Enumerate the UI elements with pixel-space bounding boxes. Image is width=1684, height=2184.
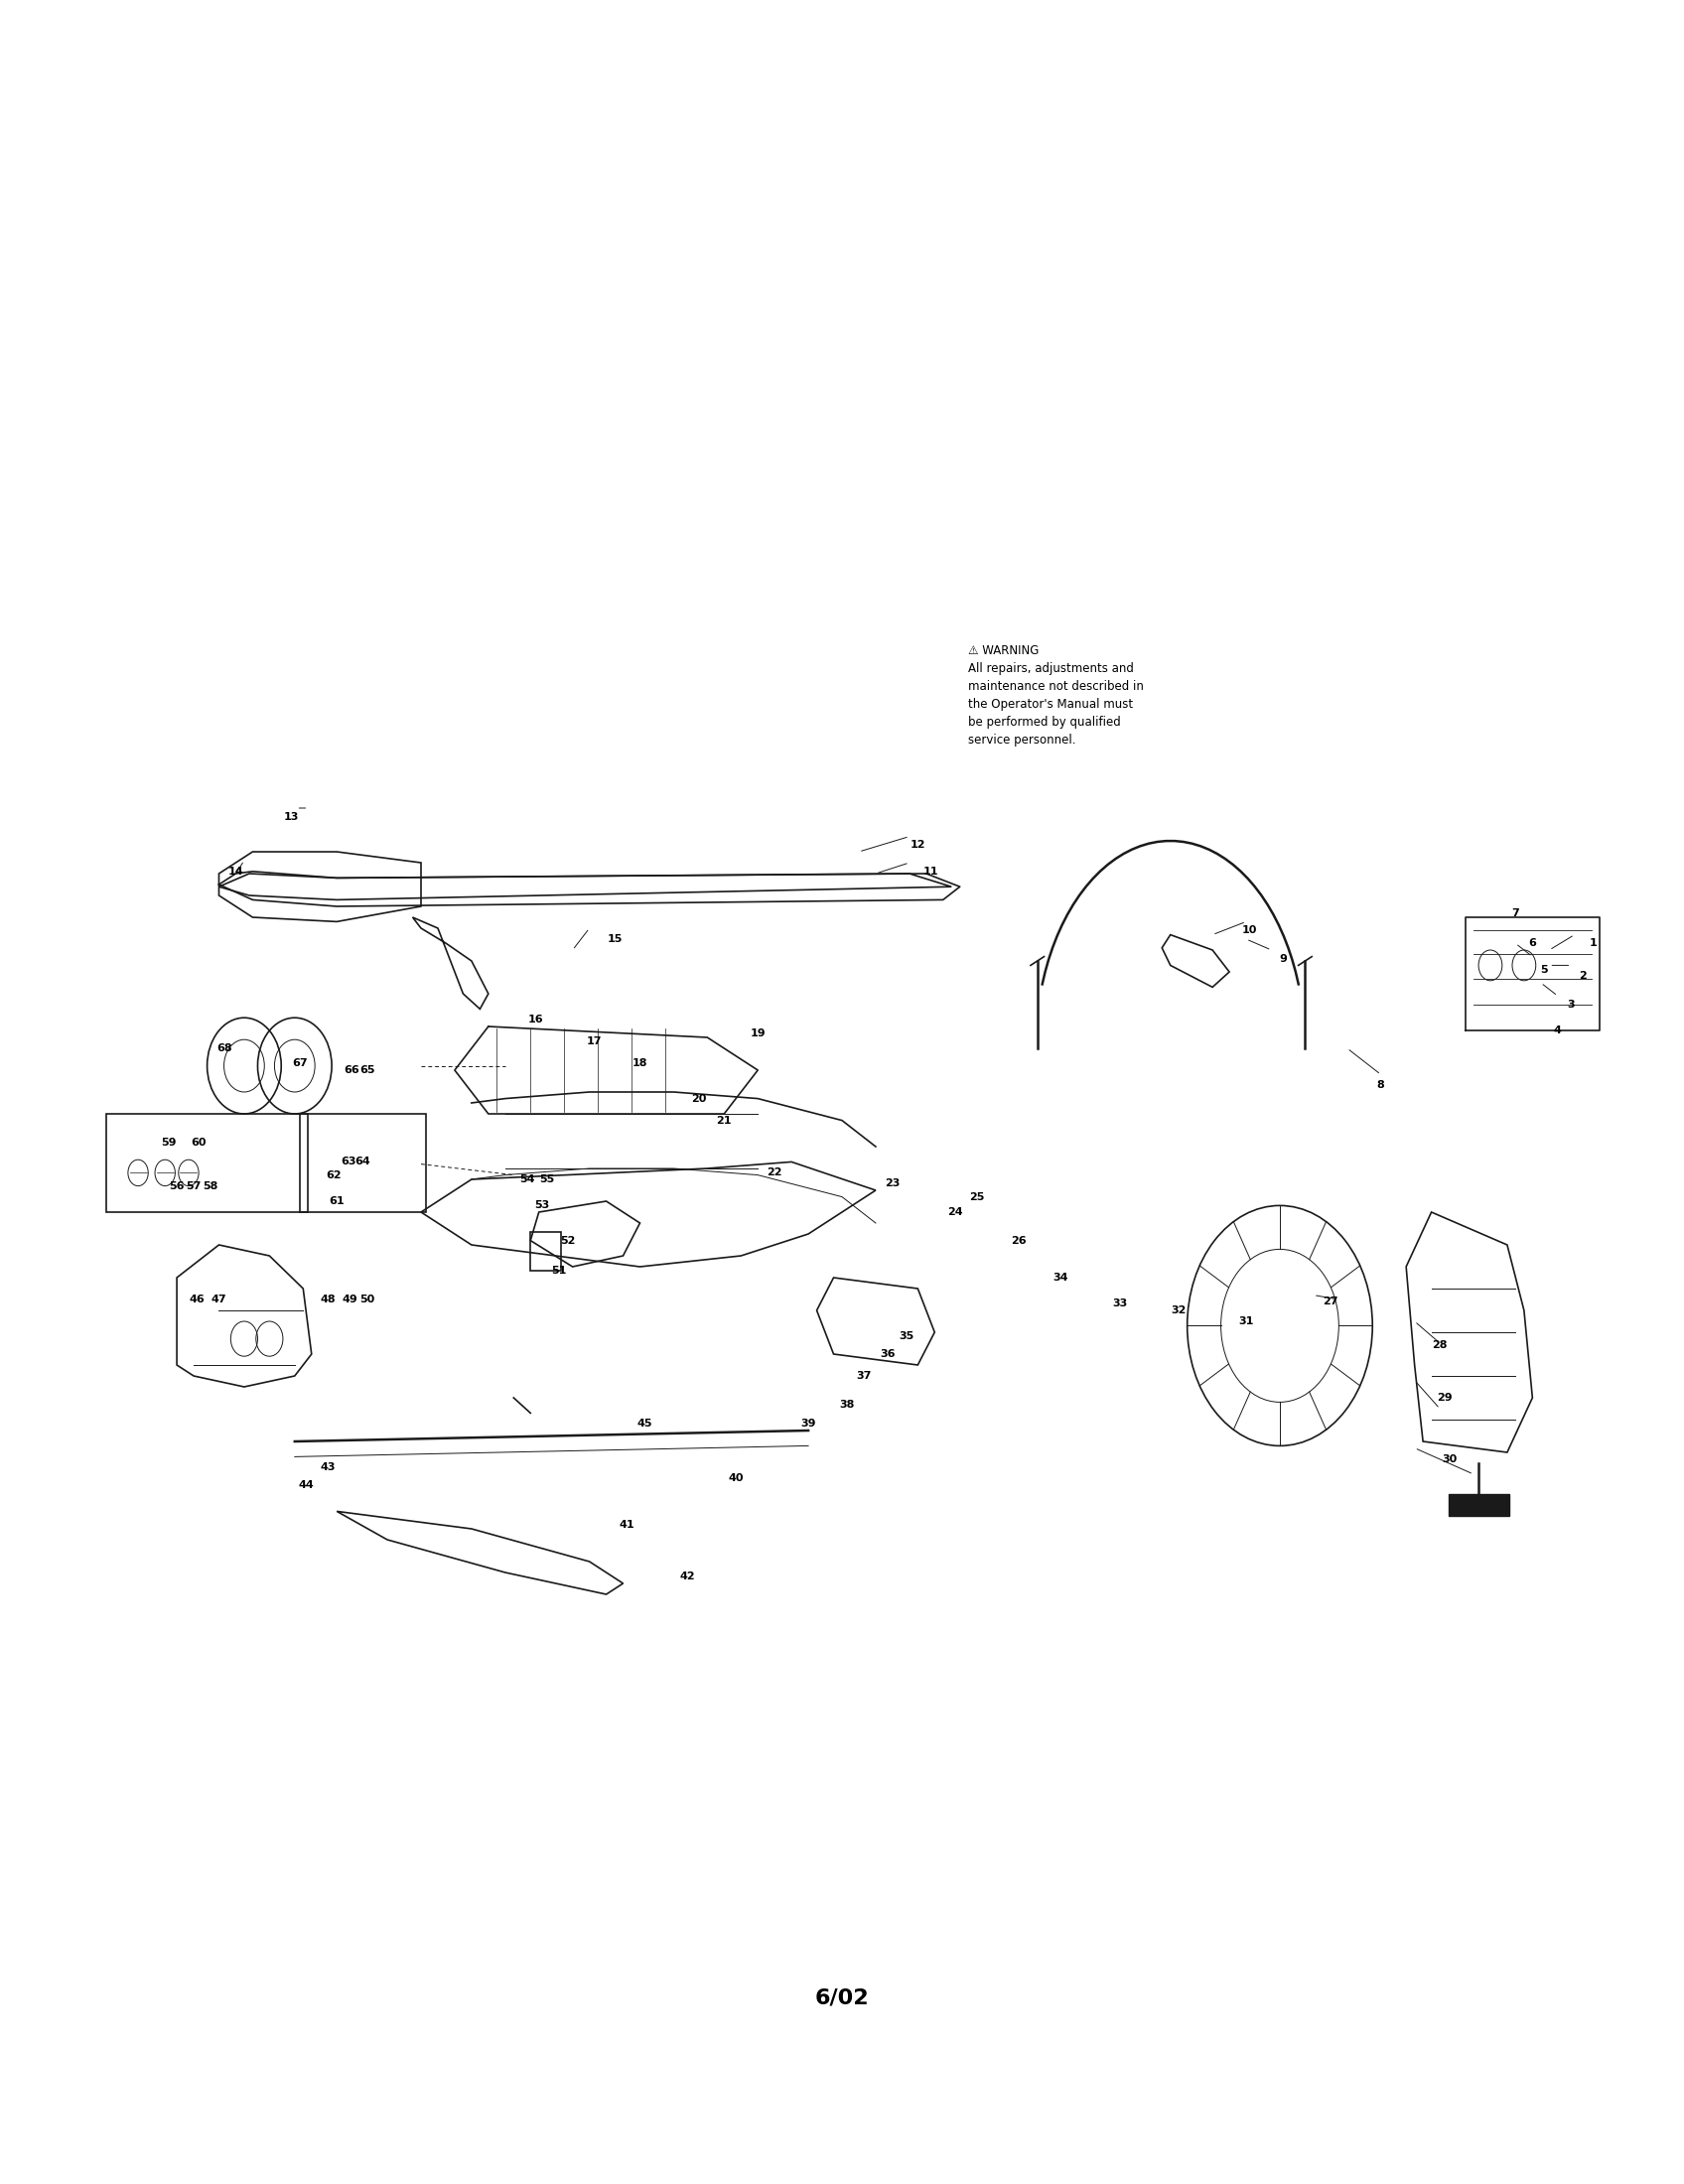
Text: 33: 33 bbox=[1113, 1299, 1127, 1308]
Text: 23: 23 bbox=[884, 1179, 901, 1188]
Text: 15: 15 bbox=[606, 935, 623, 943]
Text: 36: 36 bbox=[879, 1350, 896, 1358]
Text: 9: 9 bbox=[1280, 954, 1287, 963]
Text: 43: 43 bbox=[320, 1463, 337, 1472]
Text: 34: 34 bbox=[1052, 1273, 1069, 1282]
Text: 27: 27 bbox=[1322, 1297, 1339, 1306]
Text: 64: 64 bbox=[354, 1158, 370, 1166]
Text: 56: 56 bbox=[168, 1182, 185, 1190]
Text: 63: 63 bbox=[340, 1158, 357, 1166]
Text: 2: 2 bbox=[1580, 972, 1586, 981]
Text: 61: 61 bbox=[328, 1197, 345, 1206]
Text: 65: 65 bbox=[359, 1066, 376, 1075]
Bar bbox=[1448, 1494, 1509, 1516]
Text: 67: 67 bbox=[291, 1059, 308, 1068]
Text: 37: 37 bbox=[855, 1372, 872, 1380]
Text: 50: 50 bbox=[360, 1295, 374, 1304]
Text: 44: 44 bbox=[298, 1481, 315, 1489]
Text: 42: 42 bbox=[679, 1572, 695, 1581]
Text: 19: 19 bbox=[749, 1029, 766, 1037]
Text: 8: 8 bbox=[1378, 1081, 1384, 1090]
Text: 49: 49 bbox=[342, 1295, 359, 1304]
Text: 1: 1 bbox=[1590, 939, 1596, 948]
Text: 22: 22 bbox=[766, 1168, 783, 1177]
Text: 5: 5 bbox=[1541, 965, 1548, 974]
Text: 30: 30 bbox=[1443, 1455, 1457, 1463]
Text: 68: 68 bbox=[216, 1044, 232, 1053]
Text: 6/02: 6/02 bbox=[815, 1987, 869, 2009]
Text: 13: 13 bbox=[283, 812, 300, 821]
Text: 17: 17 bbox=[586, 1037, 603, 1046]
Text: 39: 39 bbox=[800, 1420, 817, 1428]
Text: 16: 16 bbox=[527, 1016, 544, 1024]
Text: 31: 31 bbox=[1238, 1317, 1255, 1326]
Text: 51: 51 bbox=[551, 1267, 568, 1275]
Text: 12: 12 bbox=[909, 841, 926, 850]
Text: 7: 7 bbox=[1512, 909, 1519, 917]
Text: 60: 60 bbox=[190, 1138, 207, 1147]
Text: 47: 47 bbox=[210, 1295, 227, 1304]
Text: 66: 66 bbox=[344, 1066, 360, 1075]
Text: 32: 32 bbox=[1170, 1306, 1187, 1315]
Text: 41: 41 bbox=[618, 1520, 635, 1529]
Text: 58: 58 bbox=[202, 1182, 219, 1190]
Text: 57: 57 bbox=[185, 1182, 202, 1190]
Text: 18: 18 bbox=[632, 1059, 648, 1068]
Text: 62: 62 bbox=[325, 1171, 342, 1179]
Text: 24: 24 bbox=[946, 1208, 963, 1216]
Text: 26: 26 bbox=[1010, 1236, 1027, 1245]
Text: 29: 29 bbox=[1436, 1393, 1453, 1402]
Text: ⚠ WARNING
All repairs, adjustments and
maintenance not described in
the Operator: ⚠ WARNING All repairs, adjustments and m… bbox=[968, 644, 1143, 747]
Text: 45: 45 bbox=[637, 1420, 653, 1428]
Text: 6: 6 bbox=[1529, 939, 1536, 948]
Text: 11: 11 bbox=[923, 867, 940, 876]
Text: 28: 28 bbox=[1431, 1341, 1448, 1350]
Text: 35: 35 bbox=[899, 1332, 913, 1341]
Text: 46: 46 bbox=[189, 1295, 205, 1304]
Text: 40: 40 bbox=[727, 1474, 744, 1483]
Text: 48: 48 bbox=[320, 1295, 337, 1304]
Text: 10: 10 bbox=[1241, 926, 1258, 935]
Text: 4: 4 bbox=[1554, 1026, 1561, 1035]
Text: 55: 55 bbox=[541, 1175, 554, 1184]
Text: 54: 54 bbox=[519, 1175, 536, 1184]
Text: 21: 21 bbox=[716, 1116, 733, 1125]
Bar bbox=[530, 1232, 561, 1271]
Text: 52: 52 bbox=[559, 1236, 576, 1245]
Text: 25: 25 bbox=[968, 1192, 985, 1201]
Text: 59: 59 bbox=[160, 1138, 177, 1147]
Text: 53: 53 bbox=[536, 1201, 549, 1210]
Text: 38: 38 bbox=[839, 1400, 855, 1409]
Text: 14: 14 bbox=[227, 867, 244, 876]
Text: 3: 3 bbox=[1568, 1000, 1575, 1009]
Text: 20: 20 bbox=[690, 1094, 707, 1103]
